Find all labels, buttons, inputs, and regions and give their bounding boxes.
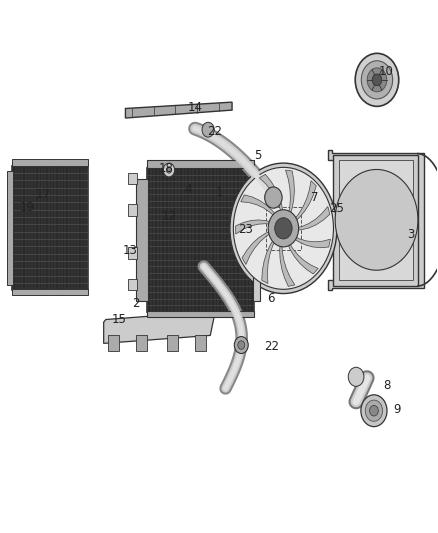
Text: 5: 5 [254, 149, 262, 161]
Bar [12, 166, 88, 290]
Circle shape [163, 163, 175, 177]
Text: 18: 18 [159, 162, 173, 175]
Circle shape [361, 395, 387, 426]
Circle shape [166, 167, 172, 173]
Bar [339, 160, 413, 280]
Text: 22: 22 [207, 125, 222, 138]
Text: 13: 13 [122, 244, 137, 257]
Text: 10: 10 [379, 65, 394, 78]
Text: 14: 14 [187, 101, 202, 114]
Circle shape [202, 122, 214, 137]
Circle shape [233, 167, 333, 289]
Text: 12: 12 [162, 209, 177, 223]
Bar [127, 173, 137, 184]
Polygon shape [241, 195, 278, 219]
Polygon shape [286, 170, 294, 217]
Bar [127, 205, 137, 216]
Polygon shape [292, 236, 330, 248]
Circle shape [265, 187, 282, 208]
Bar [147, 168, 254, 312]
Text: 17: 17 [35, 189, 50, 201]
Text: 8: 8 [383, 379, 390, 392]
Bar [147, 311, 254, 317]
Polygon shape [293, 181, 316, 223]
Polygon shape [236, 220, 273, 234]
Text: 15: 15 [111, 313, 126, 326]
Circle shape [361, 61, 392, 99]
Bar [12, 289, 88, 295]
Circle shape [238, 341, 245, 349]
Polygon shape [280, 241, 295, 286]
Text: 23: 23 [238, 223, 253, 236]
Text: 7: 7 [311, 191, 318, 204]
Text: 2: 2 [133, 297, 140, 310]
Circle shape [348, 367, 364, 386]
Polygon shape [294, 206, 330, 230]
Bar [136, 335, 147, 351]
Circle shape [335, 169, 418, 270]
Polygon shape [328, 150, 424, 290]
Text: 3: 3 [407, 228, 414, 241]
Bar [127, 279, 137, 290]
Text: 6: 6 [268, 292, 275, 305]
Bar [127, 247, 137, 259]
Circle shape [372, 74, 382, 86]
Polygon shape [259, 174, 283, 215]
Circle shape [275, 217, 292, 239]
Text: 25: 25 [329, 201, 344, 215]
Polygon shape [286, 240, 318, 274]
Circle shape [230, 163, 337, 294]
Text: 19: 19 [20, 200, 35, 214]
Text: 22: 22 [264, 340, 279, 352]
Bar [108, 335, 119, 351]
Circle shape [370, 406, 378, 416]
Circle shape [234, 336, 248, 353]
Text: 9: 9 [393, 403, 400, 416]
Bar [147, 160, 254, 168]
Circle shape [365, 400, 383, 421]
Text: 1: 1 [215, 186, 223, 199]
Text: 4: 4 [185, 183, 192, 196]
Circle shape [367, 68, 387, 92]
Polygon shape [242, 230, 273, 264]
Polygon shape [262, 237, 276, 284]
Bar [7, 171, 13, 285]
Bar [253, 179, 260, 301]
Polygon shape [125, 102, 232, 118]
Bar [195, 335, 206, 351]
Bar [266, 207, 301, 249]
Bar [333, 155, 418, 286]
Circle shape [355, 53, 399, 107]
Circle shape [268, 210, 299, 247]
Polygon shape [104, 312, 215, 343]
Bar [12, 159, 88, 166]
Bar [136, 179, 148, 301]
Bar [167, 335, 178, 351]
